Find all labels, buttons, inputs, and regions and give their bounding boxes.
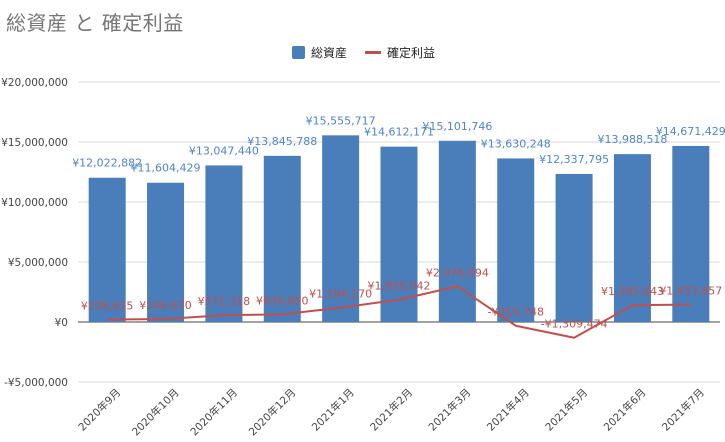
legend-item-total-assets: 総資産 [292,44,347,61]
y-tick-label: -¥5,000,000 [4,377,68,389]
bar-data-labels: ¥12,022,882¥11,604,429 ¥13,047,440¥13,845… [72,114,725,174]
bar-total-assets [438,140,476,322]
line-data-label: ¥1,194,170 [309,288,372,301]
legend-label-realized-profit: 確定利益 [387,46,436,60]
x-tick-label: 2021年1月 [309,386,357,434]
y-tick-label: ¥10,000,000 [1,197,68,209]
x-tick-label: 2020年10月 [129,386,181,438]
bar-total-assets [497,158,535,322]
line-data-label: ¥2,976,094 [426,266,489,279]
line-data-label: ¥246,670 [139,299,192,312]
line-data-label: ¥208,615 [81,299,134,312]
bar-data-label: ¥14,671,429 [656,125,725,138]
line-realized-profit [107,285,691,339]
bar-data-label: ¥12,337,795 [539,153,609,166]
chart-title: 総資産 と 確定利益 [6,11,184,35]
bar-series-total-assets [88,135,710,322]
bar-data-label: ¥12,022,882 [72,157,142,170]
x-tick-label: 2021年4月 [484,386,532,434]
line-data-label: ¥571,318 [198,295,251,308]
bar-data-label: ¥11,604,429 [131,162,201,175]
bar-data-label: ¥13,845,788 [247,135,317,148]
x-axis: 2020年9月 2020年10月 2020年11月 2020年12月 2021年1月 20… [76,386,707,438]
y-tick-label: ¥20,000,000 [1,77,68,89]
line-data-label: ¥1,856,042 [368,280,431,293]
legend-item-realized-profit: 確定利益 [365,44,435,61]
x-tick-label: 2021年3月 [426,386,474,434]
x-tick-label: 2020年12月 [246,386,298,438]
legend-swatch-realized-profit [365,51,382,54]
bar-total-assets [672,145,710,322]
x-tick-label: 2021年7月 [659,386,707,434]
line-data-label: -¥310,748 [487,306,543,319]
y-tick-label: ¥15,000,000 [1,137,68,149]
line-data-label: ¥1,453,857 [659,285,722,298]
bar-data-label: ¥15,555,717 [306,114,376,127]
x-tick-label: 2020年9月 [76,386,124,434]
line-series-realized-profit [107,285,691,339]
bar-total-assets [555,173,593,322]
bar-data-label: ¥13,630,248 [481,137,551,150]
bar-total-assets [263,155,301,322]
y-tick-label: ¥5,000,000 [8,257,68,269]
line-data-label: ¥630,850 [256,294,309,307]
legend-label-total-assets: 総資産 [311,46,348,60]
legend-swatch-total-assets [292,46,305,59]
x-tick-label: 2021年6月 [601,386,649,434]
bar-data-label: ¥14,612,171 [364,126,434,139]
line-data-label: ¥1,395,843 [601,285,664,298]
bar-total-assets [380,146,418,322]
bar-data-label: ¥13,988,518 [597,133,667,146]
x-tick-label: 2021年2月 [367,386,415,434]
line-data-labels: ¥208,615 ¥246,670 ¥571,318 ¥630,850¥1,194,1… [81,266,722,330]
legend: 総資産 確定利益 [292,44,453,61]
x-tick-label: 2021年5月 [543,386,591,434]
bar-total-assets [205,165,243,322]
bar-total-assets [147,182,185,322]
bar-total-assets [322,135,360,322]
x-tick-label: 2020年11月 [188,386,240,438]
bar-data-label: ¥15,101,746 [422,120,492,133]
y-tick-label: ¥0 [55,317,68,329]
bar-total-assets [613,154,651,322]
line-data-label: -¥1,309,474 [541,318,608,331]
y-axis: ¥20,000,000 ¥15,000,000 ¥10,000,000 ¥5,000,… [1,77,68,389]
bar-total-assets [88,177,126,322]
bar-data-label: ¥13,047,440 [189,144,259,157]
